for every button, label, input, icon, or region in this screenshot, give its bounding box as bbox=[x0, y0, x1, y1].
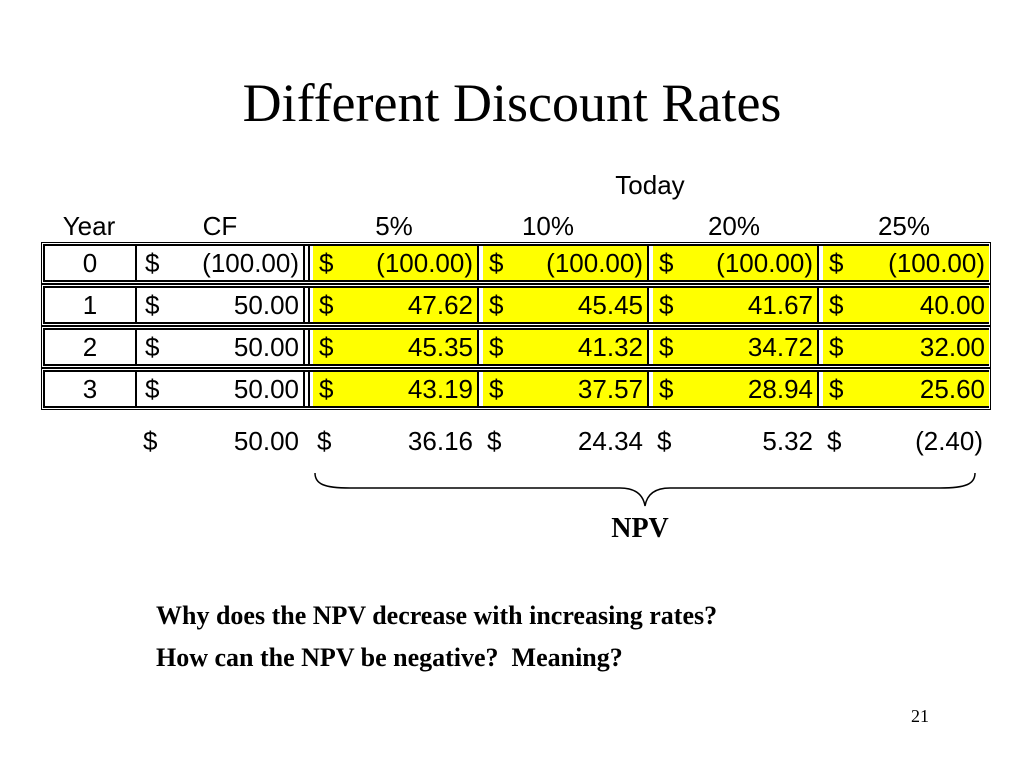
cf-value: (100.00) bbox=[202, 248, 299, 278]
pv-25-value: (100.00) bbox=[888, 248, 985, 278]
question-2: How can the NPV be negative? Meaning? bbox=[156, 643, 623, 672]
currency-symbol: $ bbox=[829, 332, 844, 362]
pv-5-value: (100.00) bbox=[376, 248, 473, 278]
currency-symbol: $ bbox=[145, 290, 160, 320]
currency-symbol: $ bbox=[659, 248, 674, 278]
currency-symbol: $ bbox=[145, 248, 160, 278]
currency-symbol: $ bbox=[489, 290, 504, 320]
question-1: Why does the NPV decrease with increasin… bbox=[156, 601, 718, 630]
year-cell: 1 bbox=[45, 288, 137, 322]
npv-5-value: 36.16 bbox=[407, 426, 473, 456]
pv-5-cell: $47.62 bbox=[313, 288, 479, 322]
pv-5-cell: $45.35 bbox=[313, 330, 479, 364]
npv-10-value: 24.34 bbox=[577, 426, 643, 456]
npv-5-cell: $36.16 bbox=[311, 424, 477, 460]
total-cf-value: 50.00 bbox=[233, 426, 299, 456]
cf-cell: $50.00 bbox=[139, 288, 305, 322]
year-cell: 2 bbox=[45, 330, 137, 364]
pv-25-cell: $ (100.00) bbox=[823, 246, 989, 280]
pv-5-value: 43.19 bbox=[407, 374, 473, 404]
currency-symbol: $ bbox=[319, 290, 334, 320]
curly-brace bbox=[314, 472, 976, 507]
currency-symbol: $ bbox=[829, 290, 844, 320]
header-rate-10: 10% bbox=[521, 211, 575, 241]
table-row: 2 $50.00 $45.35 $41.32 $34.72 $32.00 bbox=[43, 328, 989, 366]
pv-10-value: 37.57 bbox=[577, 374, 643, 404]
pv-20-cell: $28.94 bbox=[653, 372, 819, 406]
slide-title: Different Discount Rates bbox=[242, 73, 782, 133]
table-row: 1 $50.00 $47.62 $45.45 $41.67 $40.00 bbox=[43, 286, 989, 324]
header-year: Year bbox=[62, 211, 116, 241]
pv-5-value: 47.62 bbox=[407, 290, 473, 320]
pv-20-value: 34.72 bbox=[747, 332, 813, 362]
pv-20-value: 28.94 bbox=[747, 374, 813, 404]
currency-symbol: $ bbox=[489, 332, 504, 362]
pv-10-value: 41.32 bbox=[577, 332, 643, 362]
cf-cell: $50.00 bbox=[139, 330, 305, 364]
cf-cell: $50.00 bbox=[139, 372, 305, 406]
header-cf: CF bbox=[202, 211, 238, 241]
pv-25-value: 40.00 bbox=[919, 290, 985, 320]
npv-25-value: (2.40) bbox=[915, 426, 983, 456]
currency-symbol: $ bbox=[145, 374, 160, 404]
currency-symbol: $ bbox=[487, 426, 502, 456]
pv-5-value: 45.35 bbox=[407, 332, 473, 362]
header-rate-25: 25% bbox=[877, 211, 931, 241]
cf-cell: $ (100.00) bbox=[139, 246, 305, 280]
pv-10-cell: $41.32 bbox=[483, 330, 649, 364]
pv-25-value: 32.00 bbox=[919, 332, 985, 362]
currency-symbol: $ bbox=[659, 290, 674, 320]
pv-5-cell: $43.19 bbox=[313, 372, 479, 406]
pv-10-cell: $37.57 bbox=[483, 372, 649, 406]
currency-symbol: $ bbox=[319, 332, 334, 362]
pv-20-cell: $34.72 bbox=[653, 330, 819, 364]
npv-10-cell: $24.34 bbox=[481, 424, 647, 460]
cf-value: 50.00 bbox=[233, 290, 299, 320]
pv-25-cell: $25.60 bbox=[823, 372, 989, 406]
currency-symbol: $ bbox=[489, 248, 504, 278]
pv-20-value: (100.00) bbox=[716, 248, 813, 278]
table-row: 0 $ (100.00) $ (100.00) $ (100.00) $ (100.00… bbox=[43, 244, 989, 282]
pv-10-cell: $45.45 bbox=[483, 288, 649, 322]
currency-symbol: $ bbox=[829, 374, 844, 404]
table-row: 3 $50.00 $43.19 $37.57 $28.94 $25.60 bbox=[43, 370, 989, 408]
currency-symbol: $ bbox=[659, 332, 674, 362]
pv-10-value: (100.00) bbox=[546, 248, 643, 278]
pv-5-cell: $ (100.00) bbox=[313, 246, 479, 280]
npv-20-cell: $5.32 bbox=[651, 424, 817, 460]
npv-25-cell: $ (2.40) bbox=[821, 424, 987, 460]
currency-symbol: $ bbox=[319, 374, 334, 404]
pv-10-cell: $ (100.00) bbox=[483, 246, 649, 280]
npv-20-value: 5.32 bbox=[762, 426, 813, 456]
currency-symbol: $ bbox=[145, 332, 160, 362]
npv-label: NPV bbox=[611, 513, 669, 544]
currency-symbol: $ bbox=[827, 426, 842, 456]
pv-25-cell: $40.00 bbox=[823, 288, 989, 322]
page-number: 21 bbox=[911, 706, 929, 726]
currency-symbol: $ bbox=[143, 426, 158, 456]
pv-25-value: 25.60 bbox=[919, 374, 985, 404]
currency-symbol: $ bbox=[659, 374, 674, 404]
currency-symbol: $ bbox=[489, 374, 504, 404]
currency-symbol: $ bbox=[657, 426, 672, 456]
cf-value: 50.00 bbox=[233, 374, 299, 404]
cf-value: 50.00 bbox=[233, 332, 299, 362]
year-cell: 0 bbox=[45, 246, 137, 280]
total-cf-cell: $50.00 bbox=[137, 424, 303, 460]
pv-25-cell: $32.00 bbox=[823, 330, 989, 364]
header-rate-5: 5% bbox=[375, 211, 413, 241]
pv-20-cell: $41.67 bbox=[653, 288, 819, 322]
pv-20-cell: $ (100.00) bbox=[653, 246, 819, 280]
today-header: Today bbox=[615, 170, 685, 200]
currency-symbol: $ bbox=[317, 426, 332, 456]
header-rate-20: 20% bbox=[707, 211, 761, 241]
npv-totals-row: $50.00 $36.16 $24.34 $5.32 $ (2.40) bbox=[43, 424, 989, 460]
currency-symbol: $ bbox=[829, 248, 844, 278]
pv-10-value: 45.45 bbox=[577, 290, 643, 320]
year-cell: 3 bbox=[45, 372, 137, 406]
pv-20-value: 41.67 bbox=[747, 290, 813, 320]
currency-symbol: $ bbox=[319, 248, 334, 278]
